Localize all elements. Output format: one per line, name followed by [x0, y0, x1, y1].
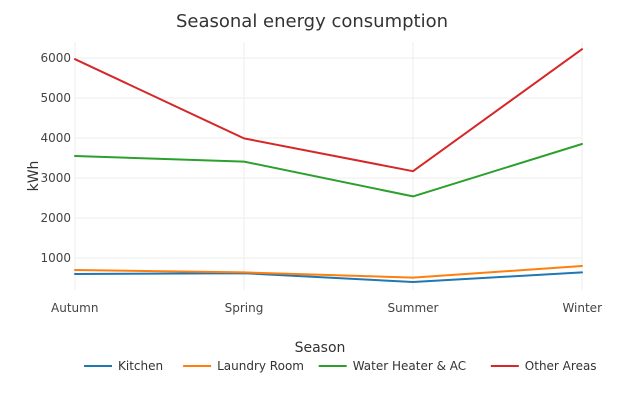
- axis-layer: 1000 2000 3000 4000 5000 6000 Autumn Spring Summ…: [40, 51, 602, 315]
- legend-item-label[interactable]: Kitchen: [118, 359, 163, 373]
- y-tick-label: 1000: [40, 251, 71, 265]
- y-tick-label: 5000: [40, 91, 71, 105]
- grid-layer: [74, 42, 583, 290]
- series-line-water-heater-ac[interactable]: [74, 143, 583, 198]
- legend-item-label[interactable]: Laundry Room: [217, 359, 304, 373]
- x-tick-label: Winter: [562, 301, 602, 315]
- y-axis-title: kWh: [26, 161, 42, 192]
- y-tick-label: 4000: [40, 131, 71, 145]
- x-tick-label: Summer: [388, 301, 439, 315]
- legend-item-label[interactable]: Other Areas: [525, 359, 597, 373]
- series-line-laundry-room[interactable]: [74, 265, 583, 279]
- series-layer: [74, 48, 583, 283]
- x-tick-label: Autumn: [51, 301, 98, 315]
- y-tick-label: 3000: [40, 171, 71, 185]
- legend: Kitchen Laundry Room Water Heater & AC Othe…: [84, 359, 597, 373]
- x-tick-label: Spring: [225, 301, 264, 315]
- x-axis-title: Season: [295, 340, 346, 356]
- series-line-other-areas[interactable]: [74, 48, 583, 173]
- y-tick-label: 2000: [40, 211, 71, 225]
- series-line-kitchen[interactable]: [74, 271, 583, 283]
- chart-title: Seasonal energy consumption: [176, 11, 448, 32]
- legend-item-label[interactable]: Water Heater & AC: [353, 359, 466, 373]
- y-tick-label: 6000: [40, 51, 71, 65]
